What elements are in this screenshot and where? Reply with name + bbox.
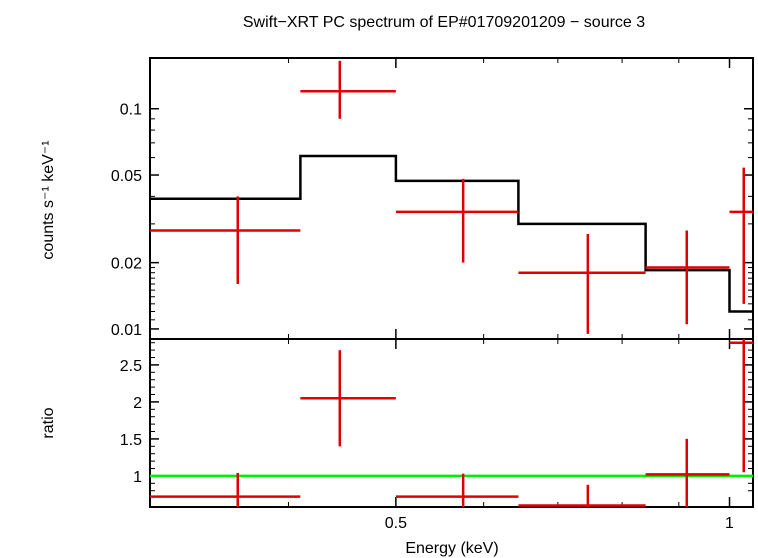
top-y-tick-label: 0.1 bbox=[120, 102, 142, 119]
x-tick-label: 0.5 bbox=[385, 515, 407, 532]
top-y-tick-label: 0.05 bbox=[111, 168, 142, 185]
top-panel-marks: 0.01 0.02 0.05 0.1 bbox=[111, 58, 753, 339]
x-tick-label: 1 bbox=[725, 515, 734, 532]
bottom-y-tick-label: 1 bbox=[133, 469, 142, 486]
bottom-y-tick-label: 2.5 bbox=[120, 358, 142, 375]
bottom-y-tick-label: 2 bbox=[133, 395, 142, 412]
chart-title: Swift−XRT PC spectrum of EP#01709201209 … bbox=[243, 14, 645, 31]
top-y-axis-label: counts s⁻¹ keV⁻¹ bbox=[40, 140, 57, 259]
top-y-tick-label: 0.01 bbox=[111, 322, 142, 339]
bottom-panel-frame bbox=[149, 338, 754, 508]
bottom-panel-marks: 1 1.5 2 2.5 0.5 1 bbox=[120, 339, 753, 532]
bottom-y-axis-label: ratio bbox=[40, 407, 57, 438]
model-step-line bbox=[150, 154, 753, 313]
bottom-y-tick-label: 1.5 bbox=[120, 432, 142, 449]
x-axis-label: Energy (keV) bbox=[405, 540, 498, 557]
top-y-tick-label: 0.02 bbox=[111, 256, 142, 273]
